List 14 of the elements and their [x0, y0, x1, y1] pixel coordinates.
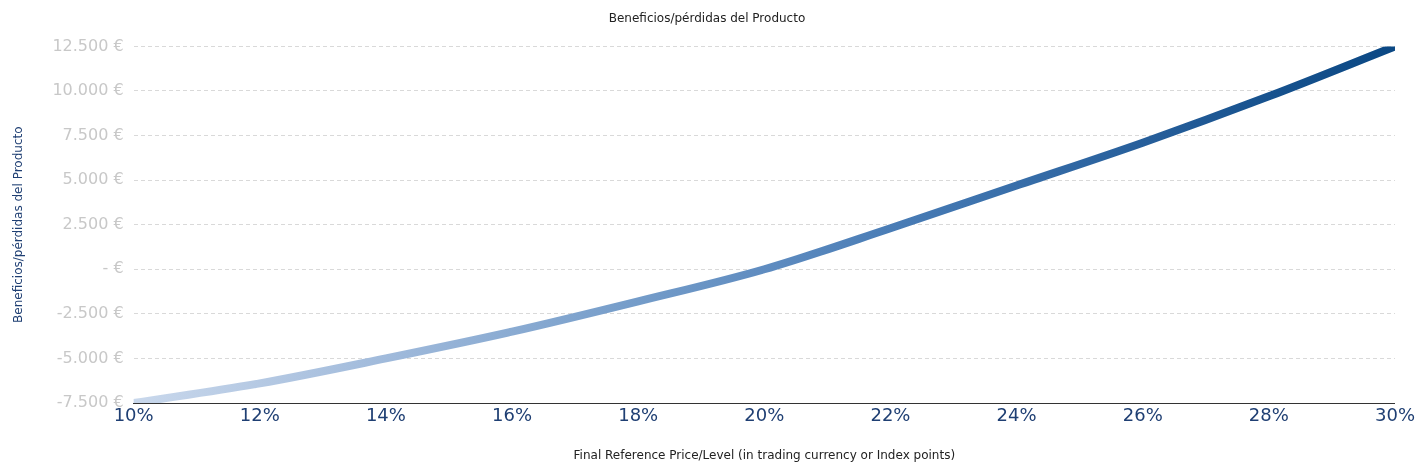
- x-tick-label: 24%: [996, 404, 1037, 426]
- x-tick-label: 18%: [618, 404, 659, 426]
- x-tick-label: 20%: [744, 404, 785, 426]
- x-tick-label: 14%: [365, 404, 406, 426]
- x-tick-label: 26%: [1122, 404, 1163, 426]
- x-tick-label: 28%: [1248, 404, 1289, 426]
- x-tick-label: 22%: [870, 404, 911, 426]
- chart-title: Beneficios/pérdidas del Producto: [608, 11, 806, 26]
- x-axis-title: Final Reference Price/Level (in trading currency or Index points): [573, 447, 956, 462]
- y-tick-label: - €: [102, 258, 124, 278]
- x-tick-label: 30%: [1374, 404, 1415, 426]
- y-axis-title: Beneficios/pérdidas del Producto: [11, 126, 26, 323]
- x-tick-label: 12%: [239, 404, 280, 426]
- x-tick-label: 16%: [492, 404, 533, 426]
